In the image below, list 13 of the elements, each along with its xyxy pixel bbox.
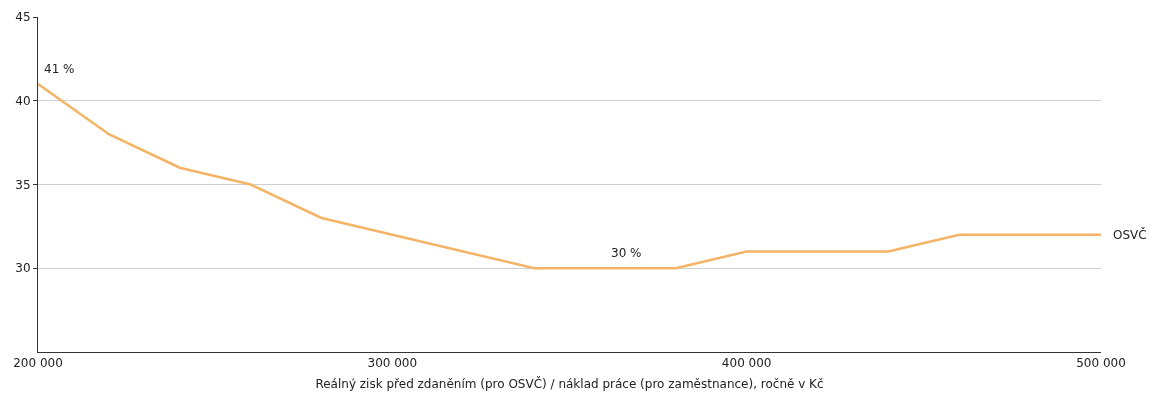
annotation: 41 % <box>44 62 75 76</box>
line-series <box>38 82 1101 270</box>
y-tick-label: 35 <box>15 177 31 192</box>
y-tick-label: 40 <box>15 93 31 108</box>
x-tick-label: 500 000 <box>1076 356 1126 371</box>
x-axis-title: Reálný zisk před zdaněním (pro OSVČ) / náklad práce (pro zaměstnance), ročně v Kč <box>315 376 824 392</box>
x-tick-label: 200 000 <box>13 356 63 371</box>
x-tick-label: 300 000 <box>367 356 418 371</box>
y-tick-label: 30 <box>15 261 31 276</box>
x-tick-label: 400 000 <box>721 356 772 371</box>
annotation: 30 % <box>611 246 642 260</box>
y-tick-label: 45 <box>15 10 31 25</box>
series-label: OSVČ <box>1113 227 1147 242</box>
